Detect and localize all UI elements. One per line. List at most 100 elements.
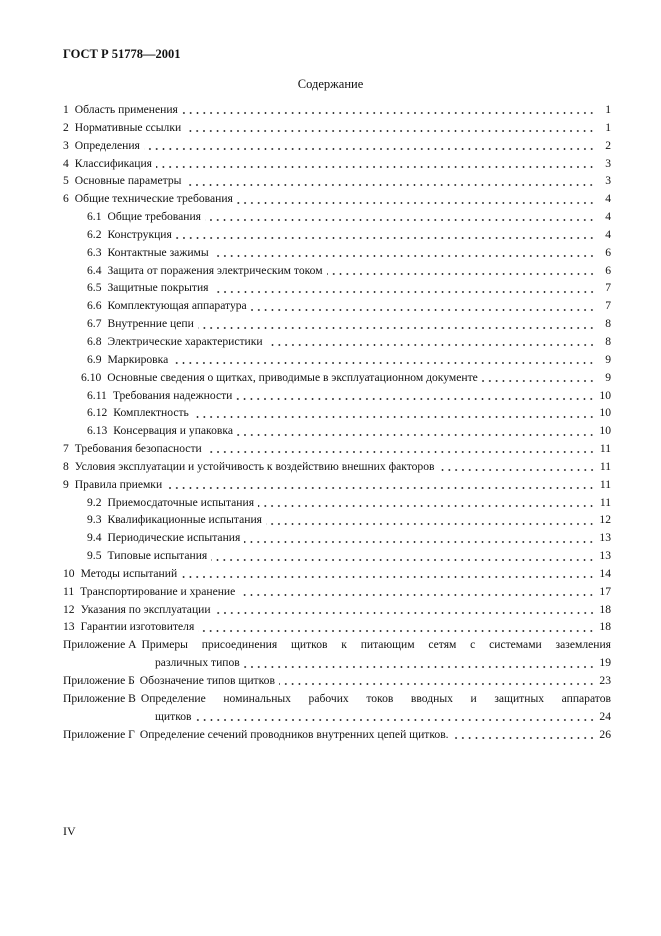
appendix-label: Приложение Б (63, 674, 135, 687)
entry-page: 1 (605, 120, 611, 134)
toc-entry[interactable]: 9.5 Типовые испытания 13 (63, 547, 611, 565)
entry-title: Условия эксплуатации и устойчивость к во… (74, 459, 435, 473)
entry-title: Защита от поражения электрическим током (107, 263, 323, 277)
dot-leader (438, 469, 595, 472)
entry-page: 10 (599, 424, 611, 438)
entry-page: 11 (599, 459, 611, 473)
entry-title: Транспортирование и хранение (80, 584, 236, 598)
entry-page: 4 (605, 192, 611, 206)
toc-entry[interactable]: 6.9 Маркировка 9 (63, 351, 611, 369)
entry-page: 11 (599, 477, 611, 491)
dot-leader (258, 504, 595, 507)
dot-leader (172, 362, 595, 365)
entry-title: Электрические характеристики (107, 334, 263, 348)
toc-entry[interactable]: 4 Классификация 3 (63, 155, 611, 173)
entry-page: 1 (605, 103, 611, 116)
entry-title: Классификация (74, 156, 153, 170)
toc-entry[interactable]: 10 Методы испытаний 14 (63, 565, 611, 583)
toc-entry[interactable]: Приложение В Определение номинальных рабо… (63, 690, 611, 708)
dot-leader (185, 130, 595, 133)
toc-entry[interactable]: 3 Определения 2 (63, 137, 611, 155)
toc-entry[interactable]: 6.10 Основные сведения о щитках, приводим… (63, 369, 611, 387)
toc-entry[interactable]: 6.6 Комплектующая аппаратура 7 (63, 297, 611, 315)
entry-page: 7 (605, 299, 611, 313)
entry-page: 23 (599, 674, 611, 687)
entry-page: 4 (605, 210, 611, 224)
toc-entry[interactable]: 9.2 Приемосдаточные испытания 11 (63, 494, 611, 512)
entry-page: 9 (605, 370, 611, 384)
entry-page: 3 (605, 156, 611, 170)
dot-leader (185, 183, 595, 186)
toc-entry[interactable]: 5 Основные параметры 3 (63, 172, 611, 190)
entry-number: 6.4 (87, 263, 102, 277)
toc-entry[interactable]: 11 Транспортирование и хранение 17 (63, 583, 611, 601)
entry-title: Комплектующая аппаратура (107, 299, 247, 313)
toc-entry[interactable]: Приложение Г Определение сечений проводни… (63, 726, 611, 744)
toc-entry[interactable]: 6.4 Защита от поражения электрическим ток… (63, 262, 611, 280)
entry-page: 26 (599, 727, 611, 741)
toc-entry[interactable]: 6.1 Общие требования 4 (63, 208, 611, 226)
appendix-title: Обозначение типов щитков (139, 674, 275, 687)
entry-number: 6.13 (87, 424, 108, 438)
toc-entry-continuation[interactable]: щитков 24 (63, 708, 611, 726)
page-number: IV (63, 824, 76, 838)
toc-entry[interactable]: 8 Условия эксплуатации и устойчивость к в… (63, 458, 611, 476)
entry-title: Определения (74, 138, 140, 152)
entry-number: 9.2 (87, 495, 102, 509)
toc-entry[interactable]: 6.11 Требования надежности 10 (63, 387, 611, 405)
entry-number: 6.5 (87, 281, 102, 295)
entry-page: 2 (605, 138, 611, 152)
toc-entry[interactable]: 13 Гарантии изготовителя 18 (63, 618, 611, 636)
toc-entry[interactable]: 1 Область применения 1 (63, 101, 611, 119)
toc-entry[interactable]: 6.13 Консервация и упаковка 10 (63, 422, 611, 440)
toc-entry[interactable]: 6.12 Комплектность 10 (63, 404, 611, 422)
toc-entry[interactable]: 6.5 Защитные покрытия 7 (63, 279, 611, 297)
dot-leader (195, 719, 595, 722)
toc-entry[interactable]: 6.3 Контактные зажимы 6 (63, 244, 611, 262)
entry-number: 6.8 (87, 334, 102, 348)
toc-entry[interactable]: 6.7 Внутренние цепи 8 (63, 315, 611, 333)
entry-number: 4 (63, 156, 69, 170)
toc-entry[interactable]: Приложение Б Обозначение типов щитков 23 (63, 672, 611, 690)
entry-number: 6.11 (87, 388, 107, 402)
entry-number: 6.1 (87, 210, 102, 224)
dot-leader (250, 308, 595, 311)
toc-entry[interactable]: 9 Правила приемки 11 (63, 476, 611, 494)
entry-page: 3 (605, 174, 611, 188)
entry-number: 12 (63, 602, 75, 616)
toc-entry[interactable]: 12 Указания по эксплуатации 18 (63, 601, 611, 619)
dot-leader (452, 736, 595, 739)
entry-page: 11 (599, 495, 611, 509)
toc-entry[interactable]: 7 Требования безопасности 11 (63, 440, 611, 458)
toc-entry[interactable]: 6.2 Конструкция 4 (63, 226, 611, 244)
entry-title: Общие требования (107, 210, 202, 224)
entry-title: Область применения (74, 103, 178, 116)
appendix-label: Приложение В (63, 691, 136, 705)
entry-title: Защитные покрытия (107, 281, 209, 295)
entry-number: 9 (63, 477, 69, 491)
entry-number: 6.3 (87, 245, 102, 259)
entry-number: 6.10 (81, 370, 102, 384)
document-id: ГОСТ Р 51778—2001 (63, 47, 181, 61)
toc-entry[interactable]: 6 Общие технические требования 4 (63, 190, 611, 208)
toc-entry[interactable]: 9.4 Периодические испытания 13 (63, 529, 611, 547)
dot-leader (214, 612, 595, 615)
entry-title: Комплектность (113, 406, 189, 420)
dot-leader (181, 576, 595, 579)
appendix-title: Примеры присоединения щитков к питающим … (141, 638, 612, 652)
entry-title: Методы испытаний (80, 566, 178, 580)
toc-entry[interactable]: 6.8 Электрические характеристики 8 (63, 333, 611, 351)
toc-entry[interactable]: 9.3 Квалификационные испытания 12 (63, 511, 611, 529)
toc-entry[interactable]: Приложение А Примеры присоединения щитков… (63, 636, 611, 654)
dot-leader (143, 148, 595, 151)
entry-page: 4 (605, 227, 611, 241)
dot-leader (166, 487, 595, 490)
toc-entry[interactable]: 2 Нормативные ссылки 1 (63, 119, 611, 137)
entry-title: Конструкция (107, 227, 172, 241)
entry-number: 5 (63, 174, 69, 188)
entry-number: 11 (63, 584, 75, 598)
toc-entry-continuation[interactable]: различных типов 19 (63, 654, 611, 672)
entry-page: 6 (605, 245, 611, 259)
appendix-title: Определение номинальных рабочих токов вв… (140, 691, 611, 705)
entry-number: 6.2 (87, 227, 102, 241)
